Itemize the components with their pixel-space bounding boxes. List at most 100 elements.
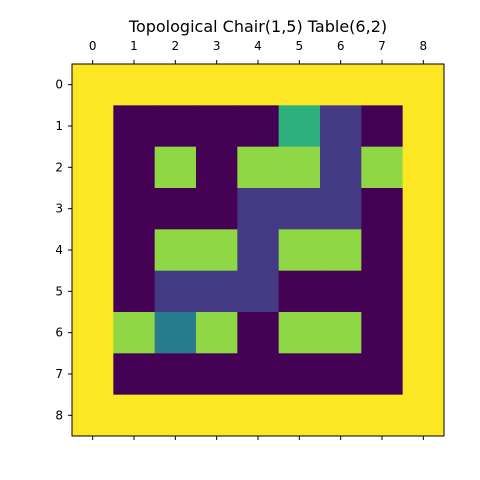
heatmap-cell-r5-c2 (154, 270, 197, 313)
heatmap-cell-r4-c2 (154, 229, 197, 272)
heatmap-cell-r4-c8 (402, 229, 445, 272)
heatmap-cell-r2-c6 (320, 146, 362, 189)
heatmap-cell-r4-c3 (196, 229, 238, 272)
heatmap-cell-r1-c8 (402, 105, 445, 148)
heatmap-cell-r6-c7 (361, 312, 404, 354)
y-tick-label-4: 4 (55, 243, 63, 257)
heatmap-cell-r3-c6 (320, 188, 362, 230)
x-tick-label-4: 4 (254, 39, 262, 53)
x-tick-label-8: 8 (420, 39, 428, 53)
x-tick-label-0: 0 (89, 39, 97, 53)
y-tick-label-3: 3 (55, 202, 63, 216)
heatmap-cell-r1-c2 (154, 105, 197, 148)
heatmap-cell-r2-c7 (361, 146, 404, 189)
heatmap-cell-r1-c5 (278, 105, 321, 148)
heatmap-cell-r5-c3 (196, 270, 238, 313)
y-axis-ticks: 0 1 2 3 4 5 6 7 8 (55, 78, 72, 422)
heatmap-cell-r1-c3 (196, 105, 238, 148)
heatmap-cell-r1-c0 (72, 105, 114, 148)
heatmap-cell-r2-c2 (154, 146, 197, 189)
heatmap-cell-r7-c6 (320, 353, 362, 396)
heatmap-cell-r8-c3 (196, 394, 238, 437)
heatmap-cell-r4-c4 (237, 229, 280, 272)
heatmap-cell-r4-c5 (278, 229, 321, 272)
y-tick-label-7: 7 (55, 367, 63, 381)
chart-title: Topological Chair(1,5) Table(6,2) (128, 17, 387, 36)
heatmap-cell-r6-c6 (320, 312, 362, 354)
heatmap-cell-r4-c6 (320, 229, 362, 272)
heatmap-cell-r0-c2 (154, 64, 197, 106)
heatmap-cell-r3-c8 (402, 188, 445, 230)
heatmap-cell-r2-c8 (402, 146, 445, 189)
heatmap-cell-r4-c7 (361, 229, 404, 272)
heatmap-cell-r8-c0 (72, 394, 114, 437)
heatmap-cell-r8-c1 (113, 394, 156, 437)
heatmap-cell-r5-c7 (361, 270, 404, 313)
heatmap-cell-r3-c0 (72, 188, 114, 230)
heatmap-cell-r7-c1 (113, 353, 156, 396)
heatmap-cell-r6-c3 (196, 312, 238, 354)
heatmap-cell-r7-c4 (237, 353, 280, 396)
heatmap-cell-r3-c1 (113, 188, 156, 230)
heatmap-cell-r0-c5 (278, 64, 321, 106)
heatmap-cell-r7-c8 (402, 353, 445, 396)
heatmap-cell-r1-c7 (361, 105, 404, 148)
heatmap-cell-r7-c3 (196, 353, 238, 396)
heatmap-cell-r8-c5 (278, 394, 321, 437)
heatmap-cell-r0-c0 (72, 64, 114, 106)
heatmap-cell-r0-c3 (196, 64, 238, 106)
heatmap-cell-r4-c0 (72, 229, 114, 272)
heatmap-cell-r3-c2 (154, 188, 197, 230)
heatmap-cell-r1-c1 (113, 105, 156, 148)
y-tick-label-1: 1 (55, 119, 63, 133)
heatmap-cell-r2-c4 (237, 146, 280, 189)
heatmap-cell-r6-c4 (237, 312, 280, 354)
heatmap-cell-r2-c3 (196, 146, 238, 189)
heatmap-cell-r5-c6 (320, 270, 362, 313)
x-tick-label-6: 6 (337, 39, 345, 53)
y-tick-label-2: 2 (55, 160, 63, 174)
x-tick-label-7: 7 (378, 39, 386, 53)
heatmap-cell-r4-c1 (113, 229, 156, 272)
heatmap-cell-r3-c3 (196, 188, 238, 230)
heatmap-cell-r7-c5 (278, 353, 321, 396)
heatmap-cell-r3-c7 (361, 188, 404, 230)
heatmap-cell-r2-c1 (113, 146, 156, 189)
heatmap-cells (72, 64, 445, 437)
heatmap-cell-r1-c4 (237, 105, 280, 148)
heatmap-cell-r2-c5 (278, 146, 321, 189)
heatmap-cell-r0-c8 (402, 64, 445, 106)
heatmap-cell-r1-c6 (320, 105, 362, 148)
heatmap-cell-r6-c5 (278, 312, 321, 354)
heatmap-cell-r5-c0 (72, 270, 114, 313)
heatmap-cell-r7-c7 (361, 353, 404, 396)
x-tick-label-5: 5 (296, 39, 304, 53)
heatmap-cell-r8-c2 (154, 394, 197, 437)
x-axis-ticks: 0 1 2 3 4 5 6 7 8 (89, 39, 427, 440)
heatmap-cell-r7-c2 (154, 353, 197, 396)
heatmap-cell-r2-c0 (72, 146, 114, 189)
heatmap-cell-r6-c0 (72, 312, 114, 354)
x-tick-label-3: 3 (213, 39, 221, 53)
heatmap-cell-r8-c8 (402, 394, 445, 437)
heatmap-cell-r0-c7 (361, 64, 404, 106)
y-tick-label-6: 6 (55, 326, 63, 340)
heatmap-cell-r3-c5 (278, 188, 321, 230)
heatmap-cell-r3-c4 (237, 188, 280, 230)
y-tick-label-8: 8 (55, 408, 63, 422)
heatmap-cell-r8-c4 (237, 394, 280, 437)
heatmap-cell-r0-c1 (113, 64, 156, 106)
heatmap-cell-r5-c5 (278, 270, 321, 313)
x-tick-label-2: 2 (172, 39, 180, 53)
heatmap-cell-r8-c6 (320, 394, 362, 437)
y-tick-label-5: 5 (55, 284, 63, 298)
x-tick-label-1: 1 (130, 39, 138, 53)
heatmap-cell-r5-c1 (113, 270, 156, 313)
heatmap-cell-r0-c6 (320, 64, 362, 106)
heatmap-cell-r5-c4 (237, 270, 280, 313)
heatmap-cell-r7-c0 (72, 353, 114, 396)
heatmap-cell-r5-c8 (402, 270, 445, 313)
heatmap-cell-r8-c7 (361, 394, 404, 437)
heatmap-cell-r0-c4 (237, 64, 280, 106)
heatmap-cell-r6-c8 (402, 312, 445, 354)
